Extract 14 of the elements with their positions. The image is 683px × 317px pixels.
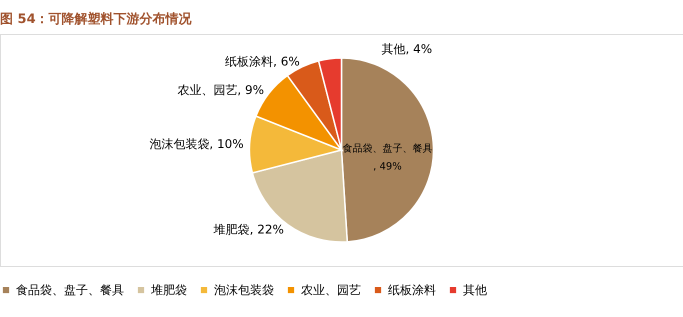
legend-label: 其他 [463,283,487,298]
legend-label: 农业、园艺 [301,283,361,298]
slice-label: 食品袋、盘子、餐具 [342,142,432,155]
category-label: 农业、园艺, 9% [177,82,264,97]
category-label: 泡沫包装袋, 10% [149,136,244,151]
legend-label: 堆肥袋 [150,283,187,298]
category-label: 纸板涂料, 6% [225,54,300,68]
data-label: , 49% [373,162,402,173]
legend-label: 泡沫包装袋 [214,283,274,298]
legend-label: 纸板涂料 [388,283,436,298]
legend-label: 食品袋、盘子、餐具 [16,283,124,298]
category-label: 其他, 4% [382,42,432,56]
chart-title: 图 54：可降解塑料下游分布情况 [0,11,193,27]
category-label: 堆肥袋, 22% [214,222,284,236]
